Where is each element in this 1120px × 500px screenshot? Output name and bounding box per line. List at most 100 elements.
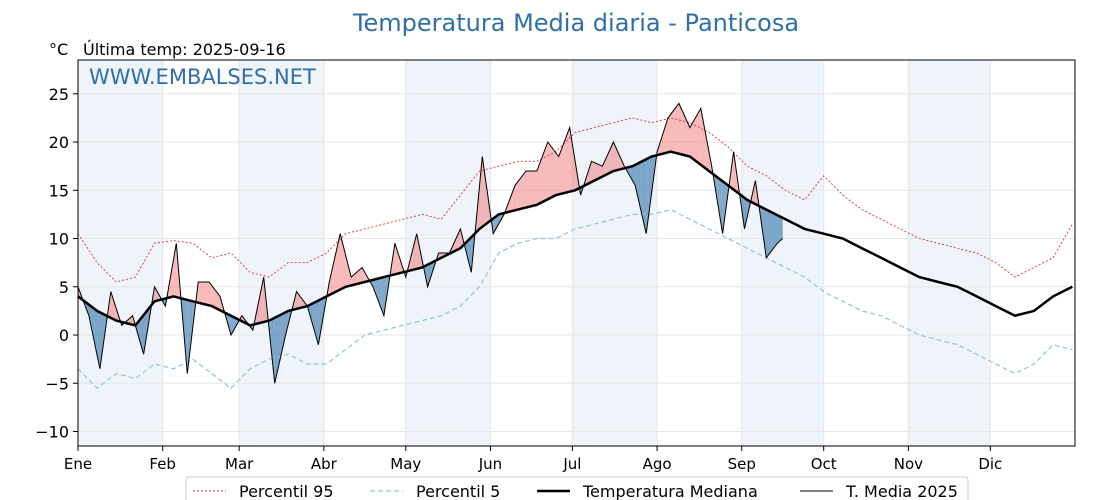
fill-above-median <box>411 244 414 271</box>
series-percentil-5 <box>77 208 1073 389</box>
fill-below-median <box>635 163 638 198</box>
fill-above-median <box>545 142 548 201</box>
fill-above-median <box>586 169 589 185</box>
fill-above-median <box>676 103 679 154</box>
fill-above-median <box>700 108 704 167</box>
fill-above-median <box>564 134 567 194</box>
fill-above-median <box>340 233 343 290</box>
fill-above-median <box>154 286 158 302</box>
fill-above-median <box>356 269 360 285</box>
fill-below-median <box>378 277 382 309</box>
fill-above-median <box>200 281 204 305</box>
fill-above-median <box>484 175 488 225</box>
fill-above-median <box>515 181 518 211</box>
fill-above-median <box>332 257 335 294</box>
fill-below-median <box>769 210 772 255</box>
x-tick-label: Ago <box>643 455 672 473</box>
fill-above-median <box>698 108 701 165</box>
x-tick-label: Jun <box>478 455 502 473</box>
fill-above-median <box>479 156 483 229</box>
y-tick-label: −10 <box>35 423 69 442</box>
x-tick-label: Oct <box>811 455 837 473</box>
x-tick-label: Abr <box>311 455 338 473</box>
fill-below-median <box>643 159 647 234</box>
fill-below-median <box>646 157 649 234</box>
fill-above-median <box>170 259 174 298</box>
fill-below-median <box>498 213 502 225</box>
fill-below-median <box>143 311 147 355</box>
fill-above-median <box>342 244 346 289</box>
fill-below-median <box>774 213 778 247</box>
fill-above-median <box>209 281 212 307</box>
fill-below-median <box>91 306 95 343</box>
fill-above-median <box>596 163 600 180</box>
fill-below-median <box>140 315 144 355</box>
fill-above-median <box>678 103 682 155</box>
fill-below-median <box>744 197 748 229</box>
y-tick-label: 10 <box>49 230 69 249</box>
month-band-ene <box>78 60 163 446</box>
fill-above-median <box>334 245 338 293</box>
fill-above-median <box>509 192 513 212</box>
fill-above-median <box>416 233 420 269</box>
fill-below-median <box>465 239 469 262</box>
series-t-media-2025 <box>77 102 784 384</box>
fill-below-median <box>138 318 141 345</box>
fill-below-median <box>271 317 275 384</box>
fill-above-median <box>547 142 551 200</box>
x-tick-label: Jul <box>562 455 581 473</box>
fill-above-median <box>594 162 597 181</box>
fill-above-median <box>217 292 221 311</box>
fill-below-median <box>97 310 100 369</box>
y-tick-label: 15 <box>49 181 69 200</box>
fill-below-median <box>648 156 652 214</box>
fill-above-median <box>517 178 521 210</box>
fill-above-median <box>730 151 734 190</box>
fill-above-median <box>351 274 354 286</box>
fill-above-median <box>157 291 160 301</box>
fill-below-median <box>99 312 103 369</box>
x-tick-label: Sep <box>728 455 756 473</box>
fill-above-median <box>542 149 546 202</box>
fill-above-median <box>599 164 603 178</box>
fill-above-median <box>668 114 671 153</box>
y-tick-label: 0 <box>59 326 69 345</box>
fill-below-median <box>722 181 726 234</box>
fill-below-median <box>381 277 384 316</box>
fill-below-median <box>629 166 633 181</box>
legend-label-t-media-2025: T. Media 2025 <box>845 482 958 500</box>
unit-label: °C <box>49 40 68 59</box>
fill-above-median <box>670 110 674 153</box>
fill-above-median <box>359 267 363 284</box>
fill-below-median <box>321 297 324 329</box>
month-band-mar <box>239 60 324 446</box>
fill-below-median <box>102 313 106 350</box>
series-temperatura-mediana <box>77 150 1073 327</box>
fill-above-median <box>198 281 201 304</box>
fill-below-median <box>637 162 641 210</box>
fill-below-median <box>280 313 283 360</box>
fill-below-median <box>228 314 231 336</box>
fill-above-median <box>258 290 262 324</box>
fill-above-median <box>364 272 368 282</box>
fill-above-median <box>673 107 677 154</box>
fill-above-median <box>214 289 218 309</box>
fill-above-median <box>553 149 557 197</box>
fill-above-median <box>536 163 540 205</box>
legend-box <box>185 476 969 500</box>
fill-below-median <box>189 300 193 351</box>
fill-below-median <box>632 164 636 186</box>
last-temp-label: Última temp: 2025-09-16 <box>83 40 286 59</box>
chart-title: Temperatura Media diaria - Panticosa <box>352 9 799 37</box>
fill-below-median <box>274 316 278 384</box>
legend: Percentil 95 Percentil 5 Temperatura Media… <box>185 476 969 500</box>
y-tick-label: 5 <box>59 278 69 297</box>
fill-below-median <box>383 276 387 316</box>
fill-above-median <box>665 117 669 154</box>
fill-above-median <box>523 170 526 209</box>
fill-below-median <box>779 216 783 241</box>
fill-below-median <box>282 312 286 348</box>
fill-above-median <box>520 174 524 209</box>
fill-above-median <box>452 240 455 253</box>
fill-above-median <box>607 148 611 174</box>
